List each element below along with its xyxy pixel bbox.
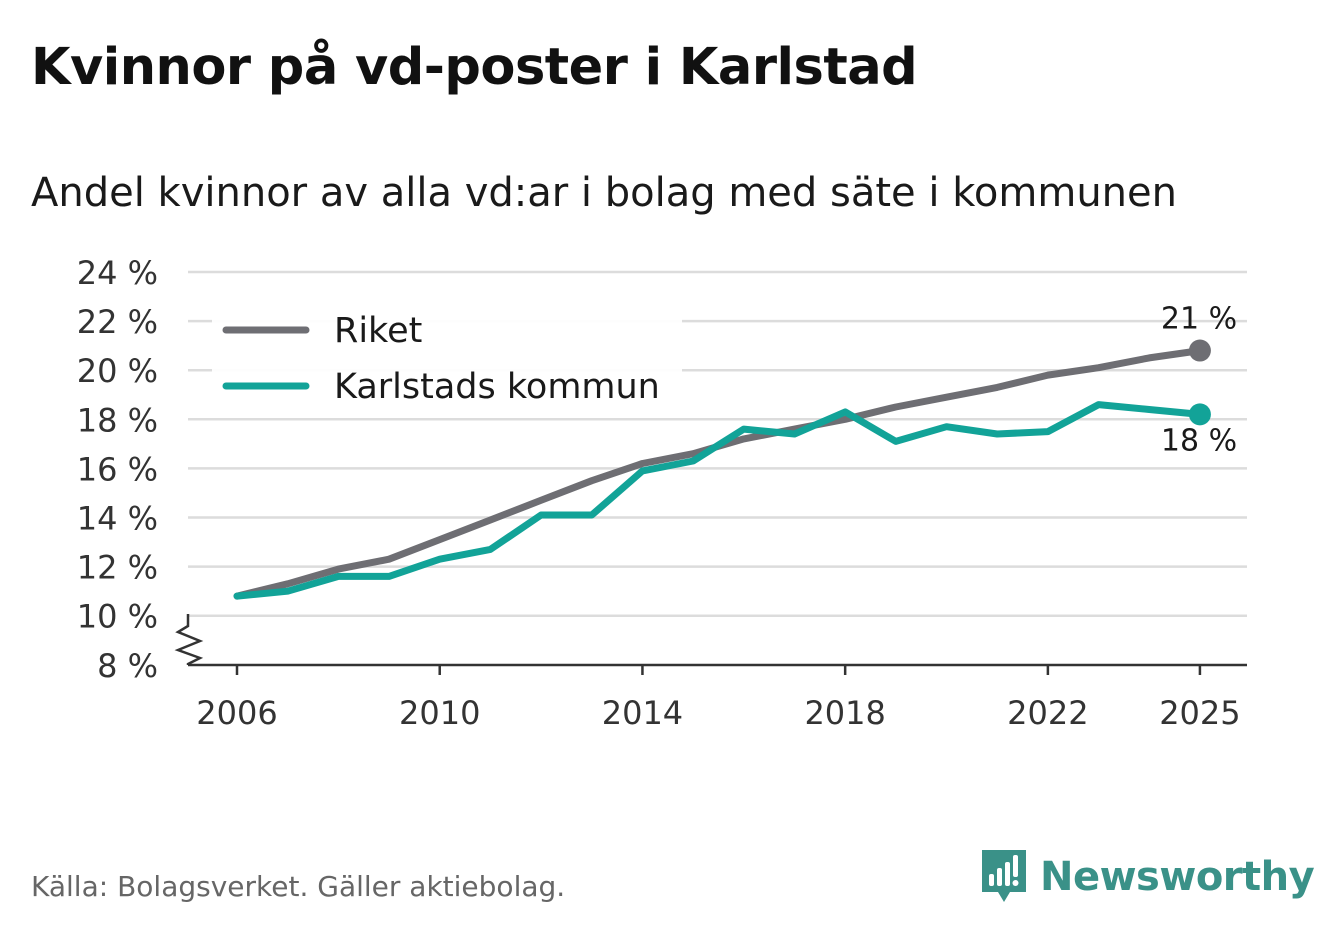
y-tick-label: 24 %: [77, 254, 158, 292]
end-value-label: 21 %: [1161, 302, 1237, 337]
newsworthy-logo-icon: [982, 850, 1026, 902]
brand-name: Newsworthy: [1040, 854, 1315, 900]
y-tick-label: 8 %: [97, 647, 158, 685]
y-tick-label: 22 %: [77, 303, 158, 341]
x-tick-label: 2014: [602, 694, 683, 732]
y-tick-label: 16 %: [77, 450, 158, 488]
end-value-label: 18 %: [1161, 423, 1237, 458]
x-tick-label: 2025: [1159, 694, 1240, 732]
legend-label: Riket: [334, 311, 422, 351]
series-end-marker: [1188, 339, 1211, 362]
axes: 8 % 10 % 12 % 14 % 16 % 18 % 20 % 22 % 24 % 2006 2…: [77, 254, 1247, 732]
y-tick-label: 18 %: [77, 401, 158, 439]
y-tick-label: 10 %: [77, 598, 158, 636]
x-tick-label: 2022: [1007, 694, 1088, 732]
y-tick-label: 20 %: [77, 352, 158, 390]
x-tick-label: 2018: [804, 694, 885, 732]
legend-background: [212, 302, 682, 418]
series: [233, 339, 1211, 600]
legend-label: Karlstads kommun: [334, 367, 660, 407]
series-end-marker: [1188, 403, 1211, 426]
end-labels: 21 % 18 %: [1161, 302, 1237, 459]
x-tick-label: 2010: [399, 694, 480, 732]
chart-subtitle: Andel kvinnor av alla vd:ar i bolag med …: [31, 170, 1177, 216]
source-note: Källa: Bolagsverket. Gäller aktiebolag.: [31, 870, 566, 903]
chart-title: Kvinnor på vd-poster i Karlstad: [31, 38, 918, 97]
axis-break-icon: [174, 614, 204, 666]
legend: Riket Karlstads kommun: [212, 302, 682, 418]
brand: Newsworthy: [980, 846, 1315, 908]
y-tick-label: 14 %: [77, 500, 158, 538]
series-line-karlstads-kommun: [233, 401, 1204, 600]
y-tick-label: 12 %: [77, 549, 158, 587]
x-tick-label: 2006: [196, 694, 277, 732]
